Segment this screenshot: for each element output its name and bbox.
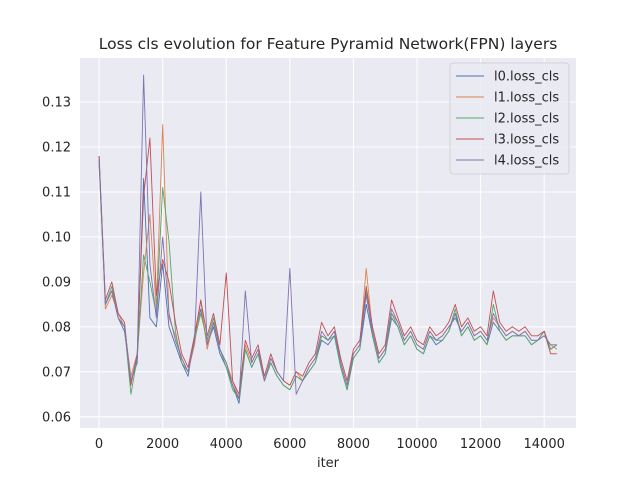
y-tick-label: 0.08 [42,320,71,335]
y-tick-label: 0.12 [42,141,71,156]
legend-label: l1.loss_cls [494,91,559,106]
x-tick-label: 12000 [460,437,501,452]
x-axis-label: iter [317,456,340,471]
y-tick-label: 0.06 [42,410,71,425]
series-line-l3-loss_cls [98,137,557,395]
legend-box [449,62,570,175]
x-tick-label: 4000 [210,437,243,452]
y-tick-label: 0.11 [42,185,71,200]
legend: l0.loss_cls l1.loss_cls l2.loss_cls l3.loss… [449,62,570,175]
y-axis: 0.06 0.07 0.08 0.09 0.10 0.11 0.12 0.13 [42,96,71,426]
x-tick-label: 8000 [337,437,370,452]
y-tick-label: 0.09 [42,275,71,290]
x-tick-label: 6000 [273,437,306,452]
y-tick-label: 0.07 [42,365,71,380]
legend-label: l3.loss_cls [494,133,559,148]
legend-label: l0.loss_cls [494,70,559,85]
x-tick-label: 14000 [524,437,565,452]
y-tick-label: 0.10 [42,230,71,245]
x-tick-label: 0 [95,437,103,452]
y-tick-label: 0.13 [42,96,71,111]
chart-title: Loss cls evolution for Feature Pyramid N… [99,35,558,53]
series-line-l4-loss_cls [98,74,557,400]
legend-label: l4.loss_cls [494,154,559,169]
x-axis: 0 2000 4000 6000 8000 10000 12000 14000 [95,437,565,452]
x-tick-label: 2000 [146,437,179,452]
legend-label: l2.loss_cls [494,112,559,127]
series-layer [98,74,558,404]
x-tick-label: 10000 [396,437,437,452]
